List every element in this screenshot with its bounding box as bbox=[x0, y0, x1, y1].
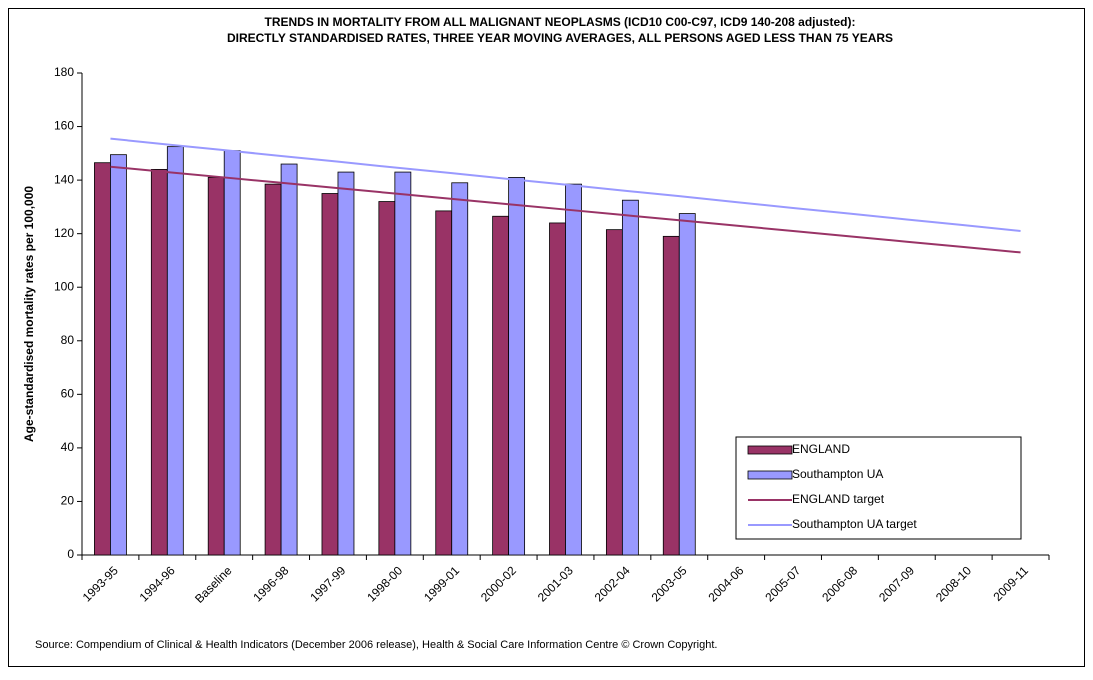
bar bbox=[207, 177, 225, 556]
bar bbox=[565, 183, 582, 556]
y-tick-label: 140 bbox=[54, 172, 74, 186]
y-tick-label: 20 bbox=[61, 494, 75, 508]
y-tick-label: 40 bbox=[61, 440, 75, 454]
bar bbox=[223, 150, 241, 556]
y-tick-label: 0 bbox=[67, 547, 74, 561]
bar bbox=[166, 146, 184, 556]
legend-swatch bbox=[747, 445, 793, 455]
chart-frame bbox=[8, 8, 1085, 667]
bar bbox=[280, 163, 298, 556]
bar bbox=[264, 183, 282, 556]
y-tick-label: 60 bbox=[61, 387, 75, 401]
bar bbox=[110, 154, 127, 556]
bar bbox=[549, 222, 566, 556]
y-tick-label: 160 bbox=[54, 119, 74, 133]
bar bbox=[321, 193, 339, 556]
target-line bbox=[110, 137, 1021, 232]
y-tick-label: 80 bbox=[61, 333, 75, 347]
bar bbox=[451, 182, 469, 556]
bar bbox=[94, 162, 111, 556]
source-note: Source: Compendium of Clinical & Health … bbox=[35, 639, 717, 651]
bar bbox=[337, 171, 355, 556]
bar bbox=[394, 171, 412, 556]
bar bbox=[621, 199, 639, 556]
bar bbox=[150, 168, 168, 556]
bar bbox=[435, 210, 453, 556]
bar bbox=[508, 177, 526, 556]
y-tick-label: 120 bbox=[54, 226, 74, 240]
bar bbox=[492, 215, 510, 556]
legend-label: ENGLAND bbox=[792, 442, 850, 456]
legend-swatch bbox=[747, 470, 793, 480]
bar bbox=[678, 213, 696, 556]
y-tick-label: 180 bbox=[54, 65, 74, 79]
bar bbox=[378, 201, 396, 556]
legend-label: Southampton UA target bbox=[792, 517, 917, 531]
legend-label: Southampton UA bbox=[792, 467, 883, 481]
target-line bbox=[110, 165, 1021, 254]
bar bbox=[605, 229, 623, 556]
chart-title: DIRECTLY STANDARDISED RATES, THREE YEAR … bbox=[227, 31, 893, 45]
y-axis-label: Age-standardised mortality rates per 100… bbox=[22, 186, 36, 442]
legend-label: ENGLAND target bbox=[792, 492, 885, 506]
bar bbox=[662, 235, 680, 556]
y-tick-label: 100 bbox=[54, 279, 74, 293]
chart-title: TRENDS IN MORTALITY FROM ALL MALIGNANT N… bbox=[265, 15, 856, 29]
